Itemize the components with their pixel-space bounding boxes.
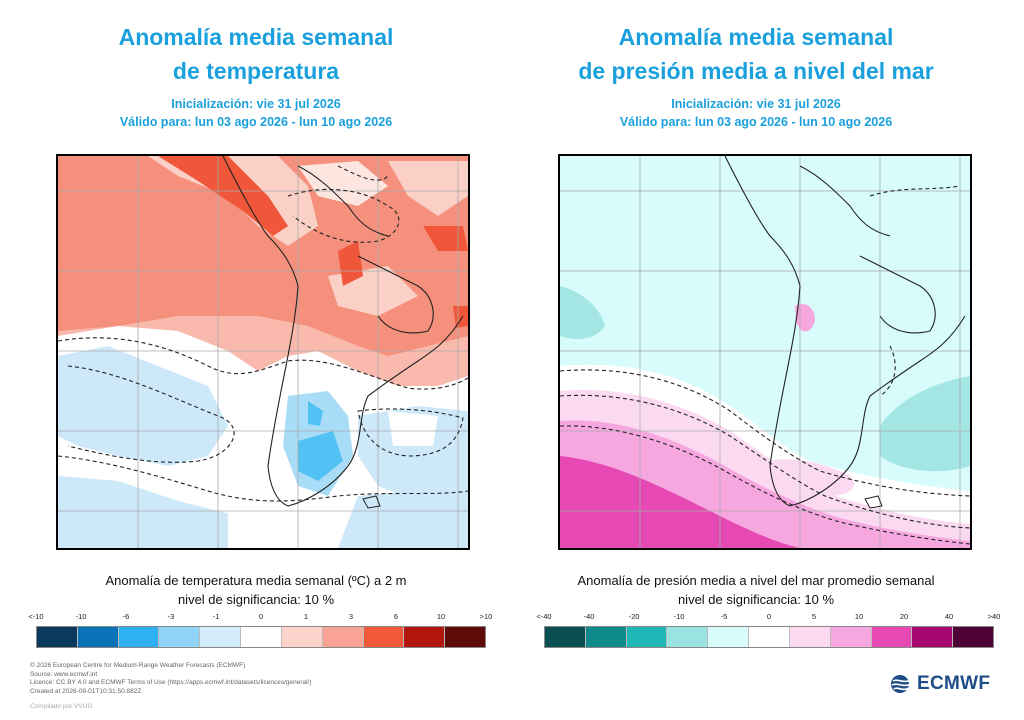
pressure-colorbar-tick-label: -10 — [673, 612, 685, 621]
temperature-colorbar-swatch — [404, 627, 446, 647]
temperature-colorbar-swatch — [77, 627, 119, 647]
temperature-colorbar-tick-label: 1 — [303, 612, 309, 621]
pressure-title-line1: Anomalía media semanal — [618, 24, 894, 50]
temperature-colorbar-swatch — [322, 627, 364, 647]
pressure-caption-line1: Anomalía de presión media a nivel del ma… — [577, 573, 935, 588]
pressure-colorbar-swatch — [871, 627, 913, 647]
temperature-colorbar-boxes — [36, 626, 486, 648]
temperature-colorbar: <-10 -10 -6 -3 -1 0 1 3 6 10 >10 — [28, 610, 492, 650]
ecmwf-logo-text: ECMWF — [917, 673, 991, 694]
temperature-valid-range: Válido para: lun 03 ago 2026 - lun 10 ag… — [119, 115, 393, 129]
pressure-colorbar-tick-label: 5 — [811, 612, 817, 621]
pressure-colorbar-tick-label: 10 — [854, 612, 864, 621]
temperature-colorbar-swatch — [118, 627, 160, 647]
pressure-colorbar-swatch — [545, 627, 586, 647]
temperature-title-line2: de temperatura — [172, 58, 340, 84]
pressure-colorbar-swatch — [830, 627, 872, 647]
pressure-colorbar-swatch — [912, 627, 954, 647]
temperature-colorbar-ticks: <-10 -10 -6 -3 -1 0 1 3 6 10 >10 — [28, 610, 492, 624]
temperature-colorbar-swatch — [159, 627, 201, 647]
temperature-colorbar-swatch — [200, 627, 242, 647]
pressure-colorbar-tick-label: 40 — [944, 612, 954, 621]
temperature-panel: Anomalía media semanal de temperatura In… — [0, 0, 512, 660]
pressure-colorbar-tick-label: >40 — [987, 612, 1001, 621]
pressure-colorbar-tick-label: 0 — [766, 612, 772, 621]
pressure-colorbar-ticks: <-40 -40 -20 -10 -5 0 5 10 20 40 >40 — [536, 610, 1000, 624]
temperature-colorbar-tick-label: <-10 — [28, 612, 44, 621]
pressure-title-line2: de presión media a nivel del mar — [578, 58, 934, 84]
temperature-colorbar-tick-label: -6 — [122, 612, 130, 621]
pressure-colorbar-tick-label: -40 — [583, 612, 595, 621]
temperature-colorbar-tick-label: 6 — [393, 612, 399, 621]
pressure-init-date: Inicialización: vie 31 jul 2026 — [671, 97, 841, 111]
pressure-dates: Inicialización: vie 31 jul 2026 Válido p… — [500, 95, 1012, 131]
temperature-dates: Inicialización: vie 31 jul 2026 Válido p… — [0, 95, 512, 131]
licence-line: Licence: CC BY 4.0 and ECMWF Terms of Us… — [30, 679, 312, 687]
pressure-colorbar-tick-label: -20 — [628, 612, 640, 621]
temperature-colorbar-tick-label: -3 — [167, 612, 175, 621]
temperature-init-date: Inicialización: vie 31 jul 2026 — [171, 97, 341, 111]
pressure-colorbar-swatch — [749, 627, 790, 647]
source-line: Source: www.ecmwf.int — [30, 670, 98, 678]
pressure-colorbar-swatch — [708, 627, 750, 647]
temperature-colorbar-tick-label: >10 — [479, 612, 493, 621]
created-line: Created at 2026-08-01T10:31:50.882Z — [30, 687, 142, 695]
temperature-colorbar-swatch — [445, 627, 485, 647]
pressure-colorbar-swatch — [626, 627, 668, 647]
temperature-caption: Anomalía de temperatura media semanal (º… — [0, 571, 512, 609]
pressure-colorbar-swatch — [953, 627, 993, 647]
pressure-valid-range: Válido para: lun 03 ago 2026 - lun 10 ag… — [619, 115, 893, 129]
temperature-colorbar-swatch — [241, 627, 282, 647]
temperature-colorbar-swatch — [37, 627, 78, 647]
pressure-colorbar-tick-label: <-40 — [536, 612, 552, 621]
pressure-colorbar-tick-label: -5 — [720, 612, 728, 621]
copyright-footer: © 2026 European Centre for Medium-Range … — [30, 662, 312, 696]
temperature-caption-line1: Anomalía de temperatura media semanal (º… — [105, 573, 407, 588]
temperature-colorbar-swatch — [363, 627, 405, 647]
copyright-line: © 2026 European Centre for Medium-Range … — [30, 662, 246, 669]
pressure-colorbar-swatch — [667, 627, 709, 647]
temperature-colorbar-swatch — [281, 627, 323, 647]
pressure-panel: Anomalía media semanal de presión media … — [500, 0, 1012, 660]
temperature-anomaly-map — [56, 154, 470, 550]
temperature-colorbar-tick-label: 0 — [258, 612, 264, 621]
temperature-significance: nivel de significancia: 10 % — [177, 592, 335, 607]
ecmwf-logo: ECMWF — [890, 673, 990, 695]
pressure-colorbar: <-40 -40 -20 -10 -5 0 5 10 20 40 >40 — [536, 610, 1000, 650]
pressure-title: Anomalía media semanal de presión media … — [500, 20, 1012, 88]
ecmwf-logo-icon — [891, 675, 912, 693]
pressure-colorbar-boxes — [544, 626, 994, 648]
compiled-by-credit: Compilado por VVUG — [30, 703, 93, 710]
temperature-title: Anomalía media semanal de temperatura — [0, 20, 512, 88]
pressure-colorbar-swatch — [585, 627, 627, 647]
pressure-anomaly-map — [558, 154, 972, 550]
pressure-colorbar-tick-label: 20 — [899, 612, 909, 621]
pressure-significance: nivel de significancia: 10 % — [677, 592, 835, 607]
pressure-caption: Anomalía de presión media a nivel del ma… — [500, 571, 1012, 609]
temperature-colorbar-tick-label: -10 — [75, 612, 87, 621]
pressure-colorbar-swatch — [789, 627, 831, 647]
temperature-colorbar-tick-label: 3 — [348, 612, 354, 621]
temperature-colorbar-tick-label: -1 — [212, 612, 220, 621]
temperature-colorbar-tick-label: 10 — [436, 612, 446, 621]
temperature-title-line1: Anomalía media semanal — [118, 24, 394, 50]
